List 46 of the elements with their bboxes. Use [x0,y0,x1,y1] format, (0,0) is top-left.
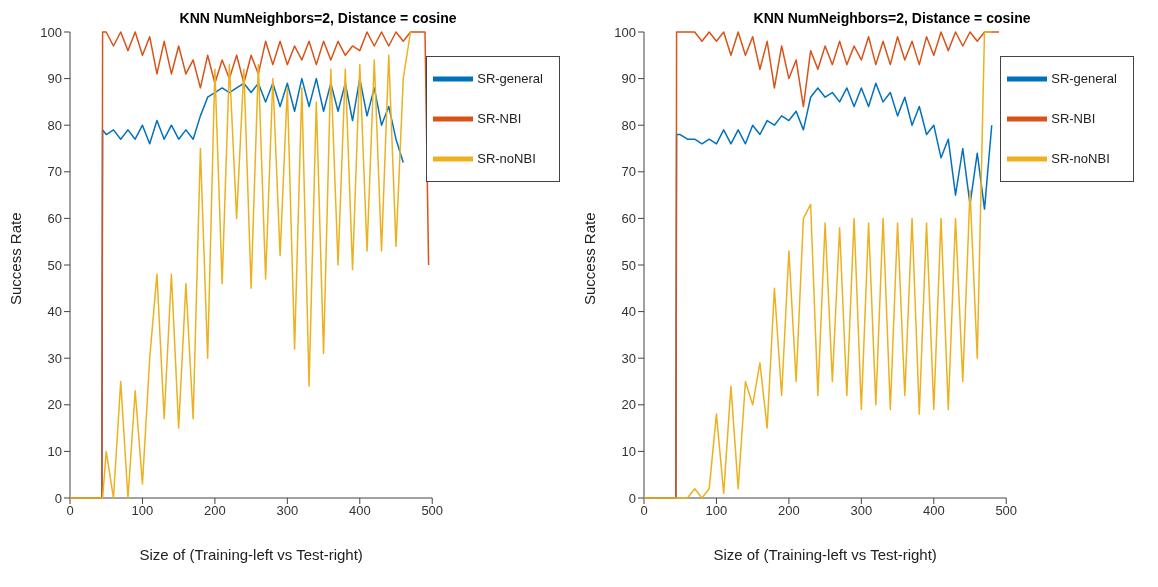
x-axis-title: Size of (Training-left vs Test-right) [139,546,363,563]
legend-label: SR-general [1051,71,1117,87]
x-tick-label: 500 [421,503,444,519]
x-tick-label: 400 [922,503,945,519]
y-tick-label: 20 [47,397,62,413]
x-tick-label: 400 [348,503,371,519]
x-axis-title: Size of (Training-left vs Test-right) [713,546,937,563]
chart-title: KNN NumNeighbors=2, Distance = cosine [178,10,458,26]
y-tick-label: 60 [47,211,62,227]
x-tick-label: 500 [995,503,1018,519]
x-tick-label: 0 [66,503,74,519]
y-tick-label: 40 [621,304,636,320]
y-axis-title: Success Rate [581,212,599,305]
y-axis-title: Success Rate [7,212,25,305]
y-tick-label: 10 [621,444,636,460]
x-tick-label: 200 [778,503,800,519]
y-tick-label: 60 [621,211,636,227]
y-tick-label: 100 [614,24,636,40]
y-tick-label: 0 [54,490,62,506]
x-tick-label: 100 [131,503,154,519]
legend-label: SR-noNBI [477,151,536,167]
x-tick-label: 300 [850,503,873,519]
y-tick-label: 30 [621,350,636,366]
y-tick-label: 0 [628,490,636,506]
y-tick-label: 100 [40,24,62,40]
y-tick-label: 50 [621,257,636,273]
x-tick-label: 0 [640,503,648,519]
y-tick-label: 70 [47,164,62,180]
legend-label: SR-general [477,71,543,87]
y-tick-label: 70 [621,164,636,180]
y-tick-label: 50 [47,257,62,273]
y-tick-label: 80 [47,117,62,133]
y-tick-label: 10 [47,444,62,460]
x-tick-label: 100 [705,503,728,519]
chart-title: KNN NumNeighbors=2, Distance = cosine [752,10,1032,26]
legend-label: SR-noNBI [1051,151,1110,167]
y-tick-label: 40 [47,304,62,320]
y-tick-label: 90 [621,71,636,87]
y-tick-label: 80 [621,117,636,133]
legend-label: SR-NBI [477,111,522,127]
legend-label: SR-NBI [1051,111,1096,127]
x-tick-label: 200 [204,503,226,519]
y-tick-label: 90 [47,71,62,87]
y-tick-label: 20 [621,397,636,413]
y-tick-label: 30 [47,350,62,366]
x-tick-label: 300 [276,503,299,519]
